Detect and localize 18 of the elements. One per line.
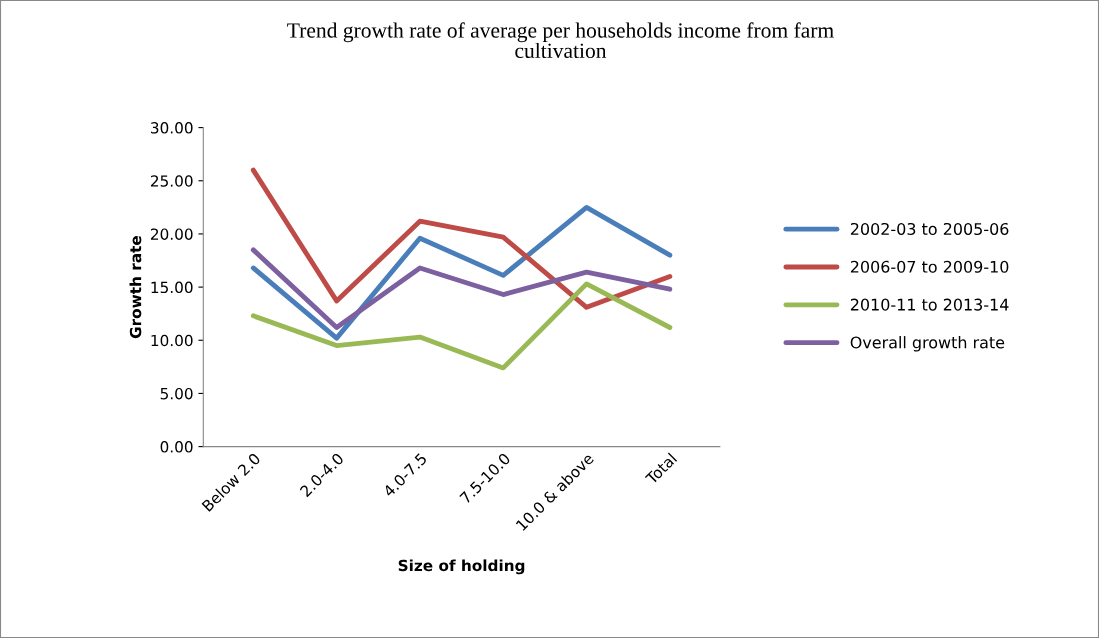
- y-tick-label: 25.00: [150, 175, 193, 187]
- chart-title: Trend growth rate of average per households income from farm cultivation: [287, 22, 834, 59]
- line-series: [250, 247, 673, 330]
- legend-label: Overall growth rate: [850, 336, 1005, 352]
- y-tick-label: 0.00: [160, 441, 193, 453]
- line-series: [250, 281, 673, 371]
- legend-label: 2002-03 to 2005-06: [850, 222, 1009, 236]
- y-tick-label: 15.00: [151, 281, 193, 294]
- y-tick-label: 20.00: [150, 228, 193, 240]
- y-tick-label: 30.00: [151, 122, 193, 134]
- line-series: [250, 204, 673, 341]
- legend-label: 2006-07 to 2009-10: [850, 260, 1009, 273]
- y-tick-label: 10.00: [151, 334, 193, 347]
- y-axis-title: Growth rate: [129, 235, 142, 339]
- x-axis-title: Size of holding: [398, 559, 525, 575]
- legend-label: 2010-11 to 2013-14: [850, 298, 1009, 311]
- y-tick-label: 5.00: [160, 387, 193, 400]
- line-series: [250, 167, 673, 310]
